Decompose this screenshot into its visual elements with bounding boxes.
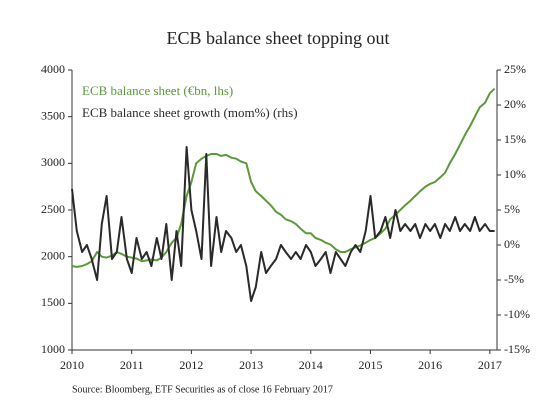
y2-tick-label: 5% (504, 202, 520, 216)
x-tick-label: 2015 (358, 358, 382, 372)
y-tick-label: 1500 (41, 295, 65, 309)
y-tick-label: 2000 (41, 248, 65, 262)
source-note: Source: Bloomberg, ETF Securities as of … (72, 384, 333, 395)
y2-tick-label: -10% (504, 307, 530, 321)
y-tick-label: 4000 (41, 62, 65, 76)
chart-title: ECB balance sheet topping out (167, 28, 390, 48)
y2-tick-label: 0% (504, 237, 520, 251)
x-tick-label: 2014 (299, 358, 323, 372)
legend-label: ECB balance sheet growth (mom%) (rhs) (82, 105, 298, 120)
y-tick-label: 1000 (41, 342, 65, 356)
y2-tick-label: 25% (504, 62, 526, 76)
legend-label: ECB balance sheet (€bn, lhs) (82, 83, 233, 98)
x-tick-label: 2012 (179, 358, 203, 372)
y2-tick-label: 20% (504, 97, 526, 111)
series-line (71, 87, 496, 268)
y-tick-label: 3500 (41, 108, 65, 122)
x-tick-label: 2011 (120, 358, 144, 372)
x-tick-label: 2017 (478, 358, 502, 372)
x-tick-label: 2016 (418, 358, 442, 372)
y2-tick-label: -15% (504, 342, 530, 356)
y2-tick-label: 15% (504, 132, 526, 146)
y2-tick-label: -5% (504, 272, 524, 286)
x-tick-label: 2013 (239, 358, 263, 372)
x-tick-label: 2010 (60, 358, 84, 372)
series-line (71, 146, 495, 302)
y2-tick-label: 10% (504, 167, 526, 181)
y-tick-label: 2500 (41, 202, 65, 216)
y-tick-label: 3000 (41, 155, 65, 169)
